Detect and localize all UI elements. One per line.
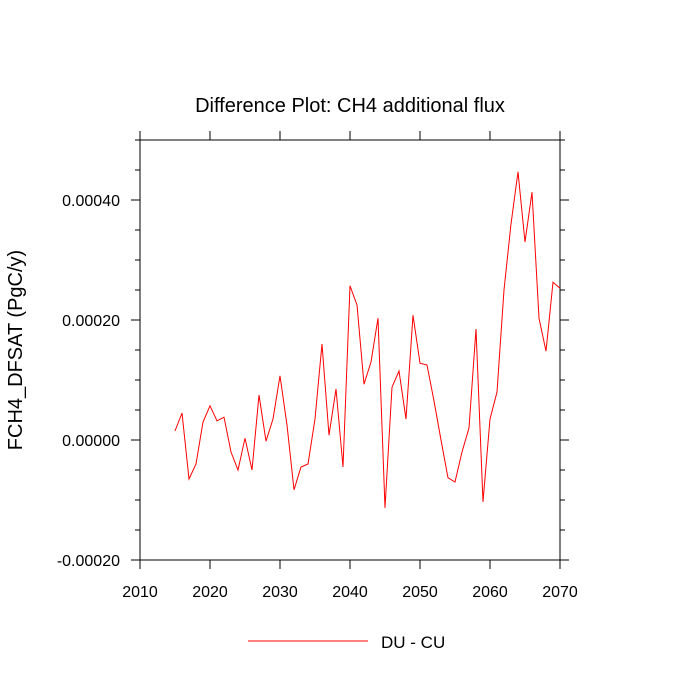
y-tick-label: 0.00000 [62,433,120,450]
x-tick-label: 2040 [332,584,368,601]
y-tick-label: 0.00020 [62,313,120,330]
axis-ticks [131,131,569,569]
tick-labels: 2010 2020 2030 2040 2050 2060 2070 -0.00020 0.00… [57,193,578,601]
y-tick-label: 0.00040 [62,193,120,210]
legend: DU - CU [248,633,445,652]
y-axis-label: FCH4_DFSAT (PgC/y) [5,250,27,450]
y-tick-label: -0.00020 [57,553,120,570]
plot-frame [139,139,561,561]
x-tick-label: 2020 [192,584,228,601]
x-tick-label: 2060 [472,584,508,601]
x-tick-label: 2030 [262,584,298,601]
x-tick-label: 2070 [542,584,578,601]
series-line [174,171,561,508]
chart-title: Difference Plot: CH4 additional flux [195,95,505,117]
series-layer [174,171,561,508]
x-tick-label: 2050 [402,584,438,601]
x-tick-label: 2010 [122,584,158,601]
legend-label: DU - CU [381,633,445,652]
